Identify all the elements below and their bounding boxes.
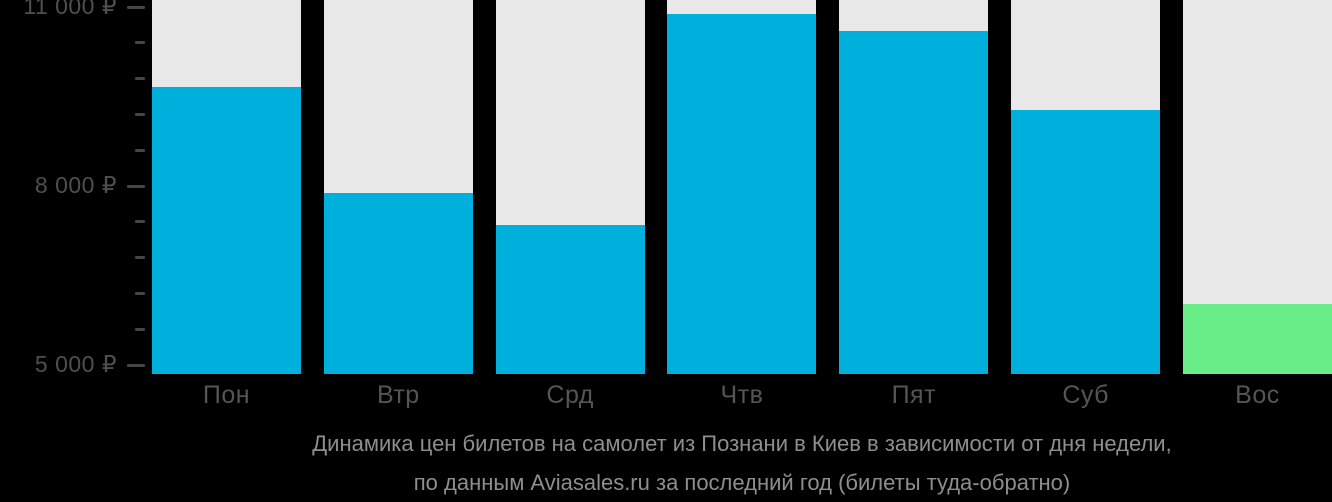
day-label: Втр (376, 381, 420, 409)
price-bar (323, 193, 473, 374)
y-minor-tick (135, 327, 145, 331)
y-axis: 11 000 ₽ 8 000 ₽ 5 000 ₽ (0, 0, 152, 377)
day-column-5[interactable] (839, 0, 989, 374)
y-minor-tick (135, 291, 145, 295)
x-axis-labels: Пон Втр Срд Чтв Пят Суб Вос (152, 381, 1332, 410)
y-major-tick (127, 184, 145, 188)
chart-caption: Динамика цен билетов на самолет из Позна… (152, 424, 1332, 502)
price-bar (1011, 110, 1161, 374)
day-column-3[interactable] (495, 0, 645, 374)
day-label: Пят (891, 381, 937, 409)
day-label: Чтв (720, 381, 764, 409)
y-minor-tick (135, 256, 145, 260)
y-tick-label: 5 000 ₽ (34, 351, 117, 378)
price-bar (152, 86, 301, 374)
y-major-tick (127, 363, 145, 367)
price-bar (495, 224, 645, 374)
day-label: Суб (1062, 381, 1109, 409)
y-minor-tick (135, 41, 145, 45)
caption-line-2: по данным Aviasales.ru за последний год … (413, 470, 1071, 495)
price-bar (667, 13, 817, 374)
day-column-7[interactable] (1182, 0, 1332, 374)
day-column-6[interactable] (1011, 0, 1161, 374)
day-label: Пон (202, 381, 251, 409)
price-bar (839, 31, 989, 374)
price-bar (1182, 304, 1332, 374)
y-minor-tick (135, 220, 145, 224)
plot-columns (152, 0, 1332, 374)
y-minor-tick (135, 148, 145, 152)
y-minor-tick (135, 113, 145, 117)
day-column-1[interactable] (152, 0, 301, 374)
y-tick-label: 11 000 ₽ (23, 0, 117, 20)
day-label: Срд (546, 381, 594, 409)
day-column-2[interactable] (323, 0, 473, 374)
day-column-4[interactable] (667, 0, 817, 374)
caption-line-1: Динамика цен билетов на самолет из Позна… (312, 431, 1172, 456)
day-label: Вос (1235, 381, 1280, 409)
y-major-tick (127, 5, 145, 9)
y-minor-tick (135, 77, 145, 81)
y-tick-label: 8 000 ₽ (34, 172, 117, 199)
